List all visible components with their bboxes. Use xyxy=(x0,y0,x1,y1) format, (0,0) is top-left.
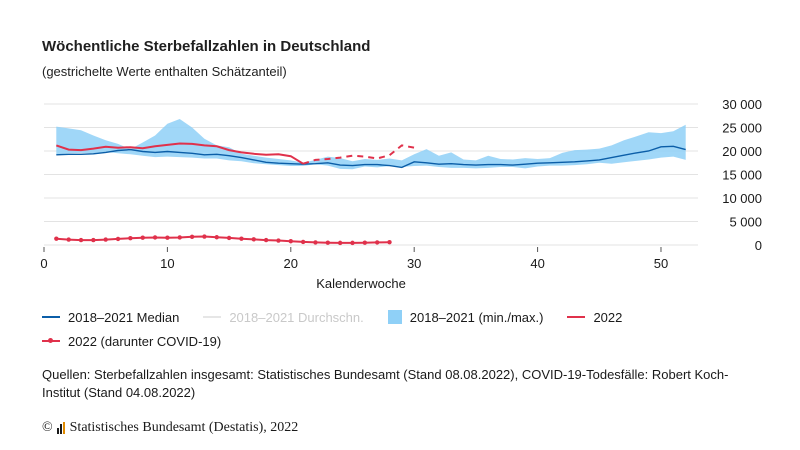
x-axis-label: Kalenderwoche xyxy=(316,276,406,291)
legend-label-covid: 2022 (darunter COVID-19) xyxy=(68,333,222,349)
x-axis: 0 10 20 30 40 50 xyxy=(40,247,668,271)
covid-point xyxy=(140,235,145,240)
x-tick-label: 10 xyxy=(160,256,174,271)
y-axis: 0 5 000 10 000 15 000 20 000 25 000 30 000 xyxy=(722,97,762,253)
chart-title: Wöchentliche Sterbefallzahlen in Deutsch… xyxy=(42,38,371,55)
y-tick-label: 25 000 xyxy=(722,121,762,136)
series-lines-layer xyxy=(55,142,686,244)
covid-line xyxy=(56,235,390,244)
legend-item-median[interactable]: 2018–2021 Median xyxy=(42,310,179,325)
range-area-layer xyxy=(56,119,686,170)
x-tick-label: 20 xyxy=(284,256,298,271)
covid-point xyxy=(103,237,108,242)
y-tick-label: 20 000 xyxy=(722,144,762,159)
covid-point xyxy=(54,236,59,241)
covid-point xyxy=(165,235,170,240)
covid-point xyxy=(362,240,368,245)
legend-label-2022: 2022 xyxy=(593,309,623,325)
range-area xyxy=(56,119,686,170)
copyright-text: Statistisches Bundesamt (Destatis), 2022 xyxy=(69,420,299,435)
destatis-logo-icon xyxy=(56,422,66,434)
source-note: Quellen: Sterbefallzahlen insgesamt: Sta… xyxy=(42,367,729,400)
x-tick-label: 0 xyxy=(40,256,47,271)
covid-point xyxy=(313,240,318,245)
legend-label-median: 2018–2021 Median xyxy=(68,309,180,325)
copyright-line: © Statistisches Bundesamt (Destatis), 20… xyxy=(42,420,298,436)
covid-point xyxy=(177,235,182,240)
covid-point xyxy=(214,235,219,240)
covid-point xyxy=(387,239,392,245)
red-line-swatch xyxy=(567,316,586,318)
chart-legend: 2018–2021 Median 2018–2021 Durchschn. 20… xyxy=(42,306,762,354)
legend-item-range[interactable]: 2018–2021 (min./max.) xyxy=(387,309,544,325)
legend-item-mean[interactable]: 2018–2021 Durchschn. xyxy=(203,309,364,325)
covid-point xyxy=(251,237,256,242)
covid-point xyxy=(128,235,133,241)
covid-point xyxy=(152,235,158,240)
covid-point xyxy=(350,240,355,246)
legend-label-mean: 2018–2021 Durchschn. xyxy=(229,309,364,325)
y-tick-label: 0 xyxy=(755,238,762,253)
y-tick-label: 10 000 xyxy=(722,191,762,206)
legend-item-covid[interactable]: 2022 (darunter COVID-19) xyxy=(42,334,221,349)
mean-line-swatch xyxy=(203,316,222,318)
red-marker-line-swatch xyxy=(42,338,60,343)
covid-point xyxy=(374,240,380,245)
covid-point xyxy=(325,240,331,245)
x-tick-label: 30 xyxy=(407,256,421,271)
covid-point xyxy=(239,236,244,241)
copyright-symbol: © xyxy=(42,420,53,435)
median-line-swatch xyxy=(42,316,60,318)
covid-point xyxy=(337,240,343,246)
covid-markers-layer xyxy=(54,234,392,246)
median-line xyxy=(56,145,686,169)
line-2022-estimated xyxy=(302,144,415,165)
covid-point xyxy=(288,239,293,244)
covid-point xyxy=(300,239,306,245)
grid-lines xyxy=(44,103,698,246)
chart-subtitle: (gestrichelte Werte enthalten Schätzante… xyxy=(42,64,287,79)
covid-point xyxy=(189,234,195,239)
covid-point xyxy=(78,237,84,243)
covid-point xyxy=(226,235,232,241)
covid-point xyxy=(91,237,96,243)
line-2022 xyxy=(55,142,304,165)
y-tick-label: 5 000 xyxy=(729,215,762,230)
covid-point xyxy=(263,237,269,243)
x-tick-label: 40 xyxy=(530,256,544,271)
covid-point xyxy=(66,237,71,242)
chart-canvas: 0 5 000 10 000 15 000 20 000 25 000 30 000 0 10… xyxy=(40,97,762,291)
covid-point xyxy=(202,234,207,239)
covid-point xyxy=(276,238,281,243)
y-tick-label: 15 000 xyxy=(722,168,762,183)
y-tick-label: 30 000 xyxy=(722,97,762,112)
range-area-swatch xyxy=(387,310,402,324)
covid-point xyxy=(115,236,121,242)
legend-item-2022[interactable]: 2022 xyxy=(567,310,622,325)
x-tick-label: 50 xyxy=(654,256,668,271)
legend-label-range: 2018–2021 (min./max.) xyxy=(409,309,544,325)
